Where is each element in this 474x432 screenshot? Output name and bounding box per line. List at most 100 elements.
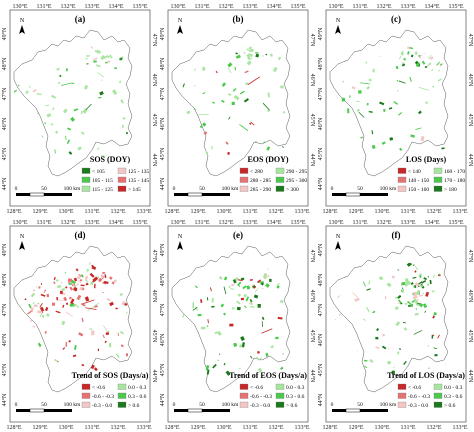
patch — [197, 313, 202, 317]
top-lon-label: 132°E — [218, 219, 233, 226]
north-label: N — [336, 234, 341, 240]
patch — [434, 354, 438, 357]
patch — [72, 354, 77, 358]
patch — [115, 353, 120, 359]
patch — [368, 78, 372, 82]
right-lat-label: 47°N — [467, 34, 474, 47]
patch — [57, 285, 62, 289]
legend-swatch — [239, 383, 249, 390]
north-arrow-icon: N — [19, 18, 25, 34]
top-lon-label: 135°E — [448, 3, 463, 10]
patch — [255, 52, 259, 54]
legend: < -0.6 0.0 - 0.3 -0.6 - -0.3 0.3 - 0.6 -0.3 … — [81, 383, 147, 409]
scale-label: 0 — [15, 402, 18, 408]
patch — [199, 125, 203, 129]
patch — [358, 90, 362, 94]
patch — [107, 60, 111, 63]
top-lon-label: 132°E — [60, 3, 75, 10]
patch — [80, 110, 83, 115]
patch — [272, 66, 278, 73]
patch — [281, 352, 285, 356]
legend-swatch — [81, 167, 91, 174]
patch — [65, 286, 68, 289]
patch — [50, 123, 54, 126]
right-lat-label: 46°N — [467, 74, 474, 87]
patch — [54, 358, 58, 362]
patch — [112, 89, 118, 96]
patch — [103, 280, 109, 285]
legend-swatch — [239, 401, 249, 408]
patch — [86, 63, 89, 65]
patch — [100, 155, 106, 158]
patch — [51, 94, 57, 99]
patch — [398, 348, 402, 351]
patch — [427, 64, 430, 67]
legend-title: Trend of LOS (Days/a) — [387, 371, 465, 380]
patch — [37, 342, 42, 348]
patch — [97, 276, 99, 279]
patch — [409, 76, 412, 82]
scale-bar-icon: 0 50 100 km — [173, 186, 239, 197]
panel-letter: (c) — [391, 14, 401, 24]
patch — [269, 278, 272, 282]
patch — [260, 282, 264, 286]
patch — [29, 319, 33, 322]
patch — [266, 146, 271, 151]
panel-letter: (e) — [233, 230, 243, 240]
patch — [98, 96, 102, 99]
scale-seg — [360, 193, 388, 196]
patch — [28, 303, 32, 309]
patch — [73, 108, 79, 112]
legend-label: < -0.6 — [408, 385, 421, 391]
patch — [91, 330, 95, 336]
map-panel-b: 130°E 131°E 132°E 133°E 134°E 135°E 128°E 129°E… — [158, 0, 316, 216]
legend-label: 160 - 170 — [444, 169, 465, 175]
patch — [120, 99, 124, 104]
bottom-lon-label: 132°E — [268, 424, 283, 431]
top-lon-label: 131°E — [352, 219, 367, 226]
patch — [399, 147, 403, 152]
patch — [398, 112, 403, 116]
patch — [437, 334, 440, 339]
patch — [126, 353, 128, 357]
patch — [366, 102, 369, 106]
map-panel-a: 130°E 131°E 132°E 133°E 134°E 135°E 128°E 129°E… — [0, 0, 158, 216]
patch — [371, 144, 376, 149]
scale-label: 50 — [199, 186, 205, 192]
north-arrow-icon: N — [177, 234, 183, 250]
patch — [45, 306, 49, 312]
patch — [207, 319, 209, 324]
patch — [212, 101, 215, 104]
patch — [100, 54, 106, 61]
patch — [55, 279, 59, 282]
patch — [17, 84, 20, 87]
patch — [105, 61, 108, 64]
patch — [202, 92, 206, 95]
patch — [66, 139, 71, 145]
bottom-lon-label: 131°E — [242, 424, 257, 431]
patch — [78, 273, 82, 277]
patch — [221, 82, 227, 87]
top-lon-label: 132°E — [376, 3, 391, 10]
patch — [70, 298, 75, 304]
patch — [364, 365, 368, 369]
scale-seg — [174, 409, 188, 412]
patch — [249, 122, 252, 125]
legend-label: < 105 — [92, 169, 105, 175]
patch — [44, 122, 47, 125]
patch-line — [418, 86, 430, 91]
patch — [420, 135, 425, 142]
patch — [397, 299, 403, 304]
north-arrow-shape — [335, 25, 341, 34]
patch-line — [223, 286, 227, 295]
scale-seg — [202, 193, 230, 196]
north-label: N — [178, 18, 183, 24]
patch — [225, 370, 231, 376]
patch — [100, 275, 104, 279]
patch — [280, 366, 284, 371]
legend-label: 280 - 285 — [250, 178, 271, 184]
scale-label: 100 km — [380, 186, 397, 192]
right-lat-label: 45°N — [309, 330, 316, 343]
patch — [29, 85, 31, 88]
patch — [51, 107, 55, 111]
